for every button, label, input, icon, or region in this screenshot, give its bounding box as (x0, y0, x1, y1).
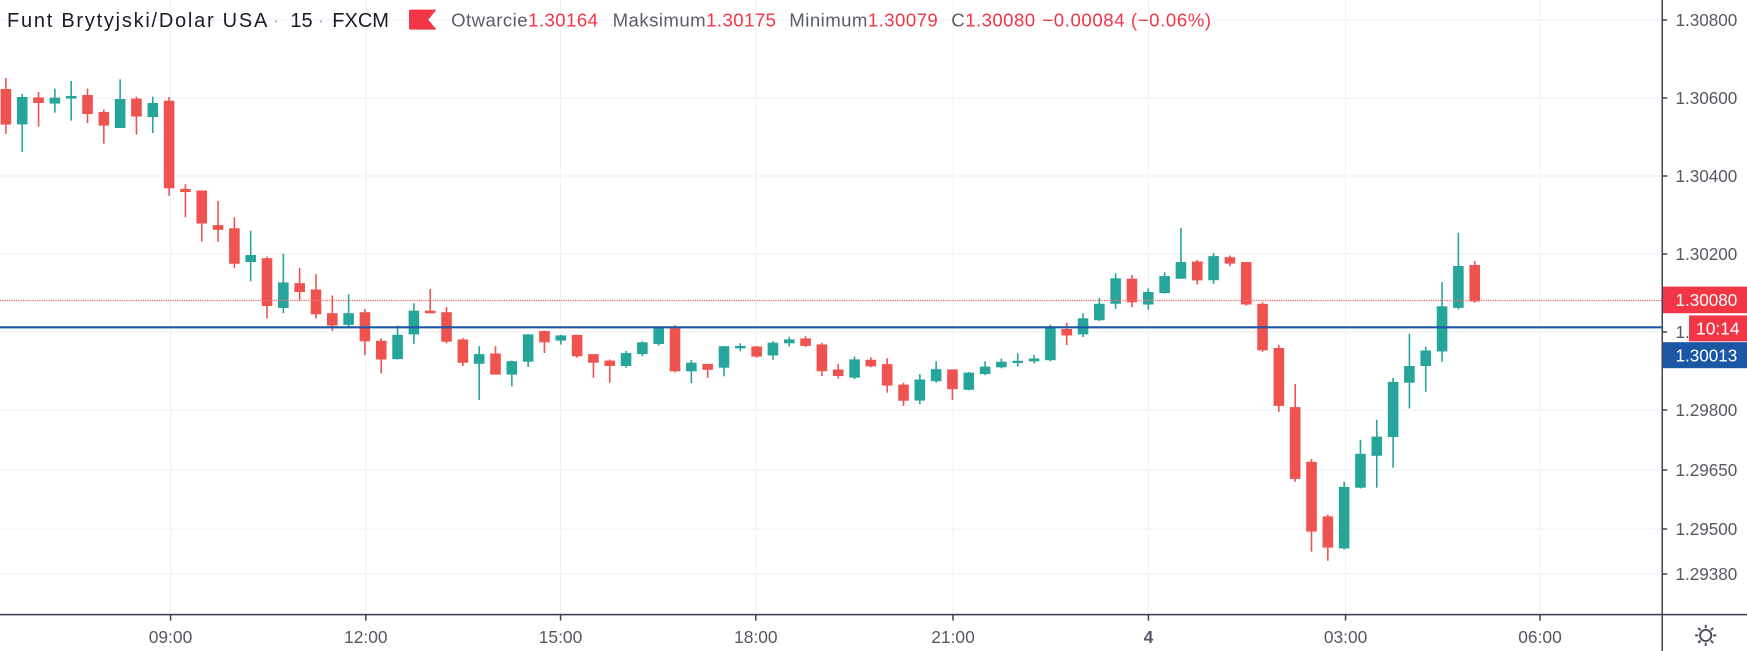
svg-text:1.29380: 1.29380 (1676, 565, 1738, 584)
svg-text:03:00: 03:00 (1324, 627, 1368, 647)
svg-text:·: · (318, 10, 325, 32)
svg-text:4: 4 (1144, 627, 1154, 647)
svg-text:Otwarcie1.30164: Otwarcie1.30164 (451, 10, 598, 31)
svg-text:09:00: 09:00 (149, 627, 193, 647)
svg-text:1.30800: 1.30800 (1676, 11, 1738, 30)
svg-text:1.29800: 1.29800 (1676, 401, 1738, 420)
svg-text:1.30080: 1.30080 (1676, 291, 1738, 310)
svg-text:1.30200: 1.30200 (1676, 245, 1738, 264)
svg-text:Maksimum1.30175: Maksimum1.30175 (613, 10, 777, 31)
svg-text:1.30013: 1.30013 (1676, 346, 1738, 365)
svg-text:1.29650: 1.29650 (1676, 461, 1738, 480)
svg-text:06:00: 06:00 (1518, 627, 1562, 647)
svg-text:Funt Brytyjski/Dolar USA: Funt Brytyjski/Dolar USA (7, 10, 269, 32)
svg-text:FXCM: FXCM (332, 10, 389, 32)
svg-text:15:00: 15:00 (539, 627, 583, 647)
svg-text:1.30600: 1.30600 (1676, 89, 1738, 108)
svg-text:·: · (273, 10, 280, 32)
svg-text:10:14: 10:14 (1696, 319, 1740, 339)
svg-text:1.29500: 1.29500 (1676, 520, 1738, 539)
svg-text:15: 15 (290, 10, 312, 32)
svg-text:1.30400: 1.30400 (1676, 167, 1738, 186)
svg-text:C1.30080: C1.30080 (951, 10, 1035, 31)
svg-text:12:00: 12:00 (344, 627, 388, 647)
svg-text:Minimum1.30079: Minimum1.30079 (789, 10, 938, 31)
svg-text:−0.00084 (−0.06%): −0.00084 (−0.06%) (1042, 10, 1211, 31)
svg-text:18:00: 18:00 (734, 627, 778, 647)
svg-text:21:00: 21:00 (931, 627, 975, 647)
